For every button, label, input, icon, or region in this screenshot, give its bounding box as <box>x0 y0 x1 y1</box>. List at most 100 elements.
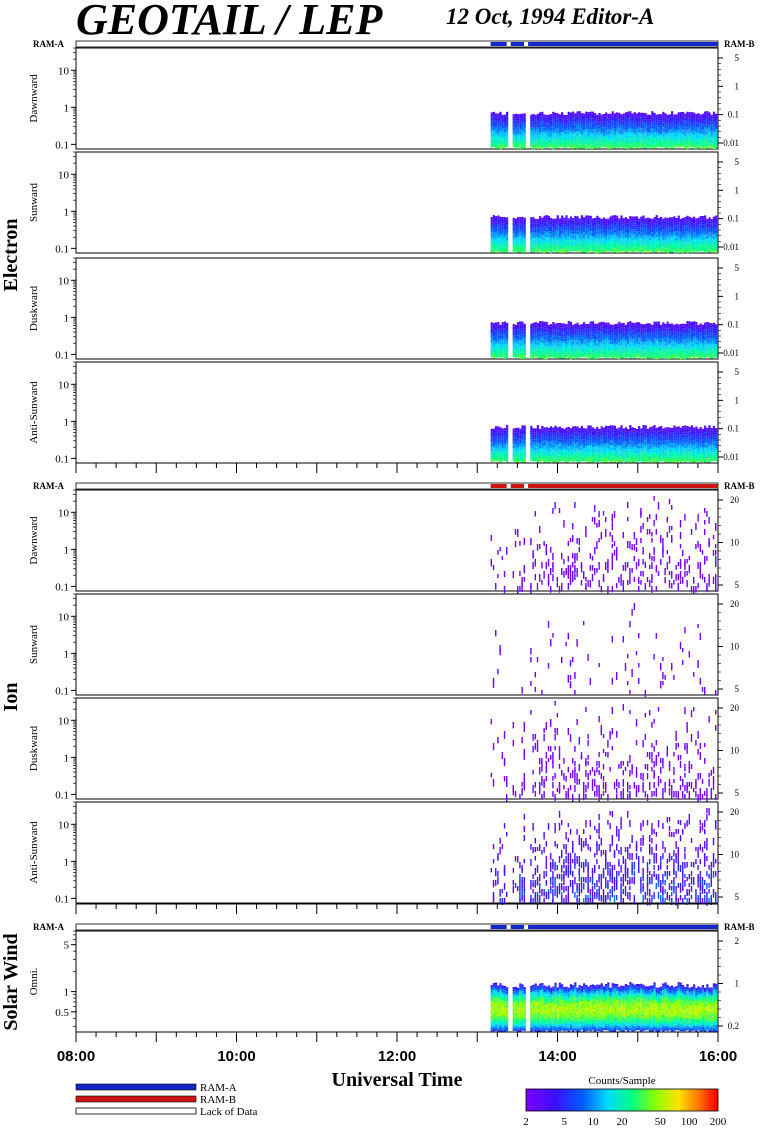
spectro-cell <box>569 323 573 327</box>
spectro-cell <box>578 342 581 345</box>
spectro-cell <box>501 128 504 131</box>
spectro-cell <box>536 249 540 252</box>
spectro-cell <box>536 353 540 356</box>
spectro-cell <box>622 331 625 334</box>
spectro-cell <box>519 330 522 333</box>
spectro-cell <box>699 244 702 247</box>
spectro-cell <box>495 448 498 451</box>
spectro-cell <box>580 350 584 353</box>
spectro-cell <box>642 324 645 327</box>
spectro-cell <box>668 237 672 240</box>
spectro-cell <box>666 228 669 232</box>
spectro-cell <box>587 250 590 253</box>
spectro-cell <box>624 234 628 237</box>
spectro-cell <box>660 234 663 237</box>
spectro-cell <box>567 133 570 137</box>
spectro-cell <box>620 140 623 143</box>
spectro-cell <box>677 226 680 229</box>
spectro-cell <box>543 228 546 232</box>
spectro-cell <box>598 121 601 124</box>
spectro-cell <box>664 226 667 229</box>
spectro-cell <box>578 333 581 336</box>
spectro-cell <box>631 216 634 219</box>
spectro-cell <box>655 232 658 235</box>
spectro-cell <box>671 338 674 342</box>
spectro-cell <box>501 132 504 135</box>
spectro-cell <box>710 136 713 139</box>
spectro-cell <box>701 346 705 349</box>
spectro-cell <box>666 341 669 344</box>
spectro-cell <box>497 222 500 225</box>
spectro-cell <box>666 143 669 146</box>
spectro-cell <box>534 247 537 250</box>
spectro-cell <box>517 133 520 137</box>
spectro-cell <box>521 334 524 337</box>
spectro-cell <box>706 113 709 116</box>
spectro-cell <box>605 238 608 241</box>
spectro-cell <box>701 331 705 334</box>
spectro-cell <box>585 144 588 147</box>
spectro-cell <box>543 326 546 329</box>
spectro-cell <box>561 250 564 253</box>
spectro-cell <box>620 345 623 348</box>
spectro-cell <box>572 126 575 130</box>
spectro-cell <box>561 351 564 355</box>
spectro-cell <box>693 141 696 144</box>
spectro-cell <box>638 218 641 221</box>
spectro-cell <box>547 329 551 332</box>
spectro-cell <box>616 250 619 253</box>
spectro-cell <box>635 249 639 252</box>
spectro-cell <box>686 124 689 128</box>
spectro-cell <box>622 115 625 118</box>
spectro-cell <box>693 327 696 331</box>
spectro-cell <box>519 216 522 220</box>
left-tick-label: 10 <box>58 275 70 287</box>
spectro-cell <box>554 136 557 140</box>
spectro-cell <box>653 139 656 142</box>
spectro-cell <box>519 221 522 224</box>
spectro-cell <box>578 355 581 358</box>
spectro-cell <box>589 240 592 243</box>
spectro-cell <box>503 123 507 126</box>
spectro-cell <box>640 354 643 357</box>
spectro-cell <box>706 238 709 241</box>
spectro-cell <box>613 324 617 327</box>
spectro-cell <box>638 335 641 338</box>
spectro-cell <box>677 121 680 124</box>
spectro-cell <box>519 247 522 250</box>
spectro-cell <box>589 339 592 342</box>
spectro-cell <box>673 236 676 239</box>
spectro-cell <box>611 327 614 330</box>
spectro-cell <box>662 238 665 241</box>
spectro-cell <box>574 354 577 357</box>
spectro-cell <box>495 426 498 429</box>
spectro-cell <box>657 138 661 141</box>
spectro-cell <box>607 124 610 128</box>
spectro-cell <box>561 329 564 333</box>
spectro-cell <box>501 234 504 237</box>
spectro-cell <box>506 140 509 143</box>
spectro-cell <box>585 354 588 358</box>
spectro-cell <box>611 137 614 140</box>
spectro-cell <box>712 231 716 235</box>
spectro-cell <box>706 223 709 226</box>
spectro-cell <box>512 235 515 238</box>
spectro-cell <box>613 124 617 127</box>
spectro-cell <box>697 146 700 149</box>
spectro-cell <box>690 217 694 220</box>
spectro-cell <box>655 123 658 126</box>
spectro-cell <box>492 120 496 123</box>
spectro-cell <box>616 226 619 229</box>
spectro-cell <box>682 250 685 254</box>
spectro-cell <box>668 116 672 119</box>
spectro-cell <box>576 247 579 250</box>
spectro-cell <box>552 142 555 145</box>
spectro-cell <box>587 334 590 338</box>
spectro-cell <box>576 129 579 132</box>
spectro-cell <box>605 236 608 239</box>
spectro-cell <box>598 237 601 240</box>
spectro-cell <box>624 121 628 124</box>
spectro-cell <box>701 142 705 145</box>
spectro-cell <box>565 145 568 148</box>
spectro-cell <box>532 344 535 347</box>
